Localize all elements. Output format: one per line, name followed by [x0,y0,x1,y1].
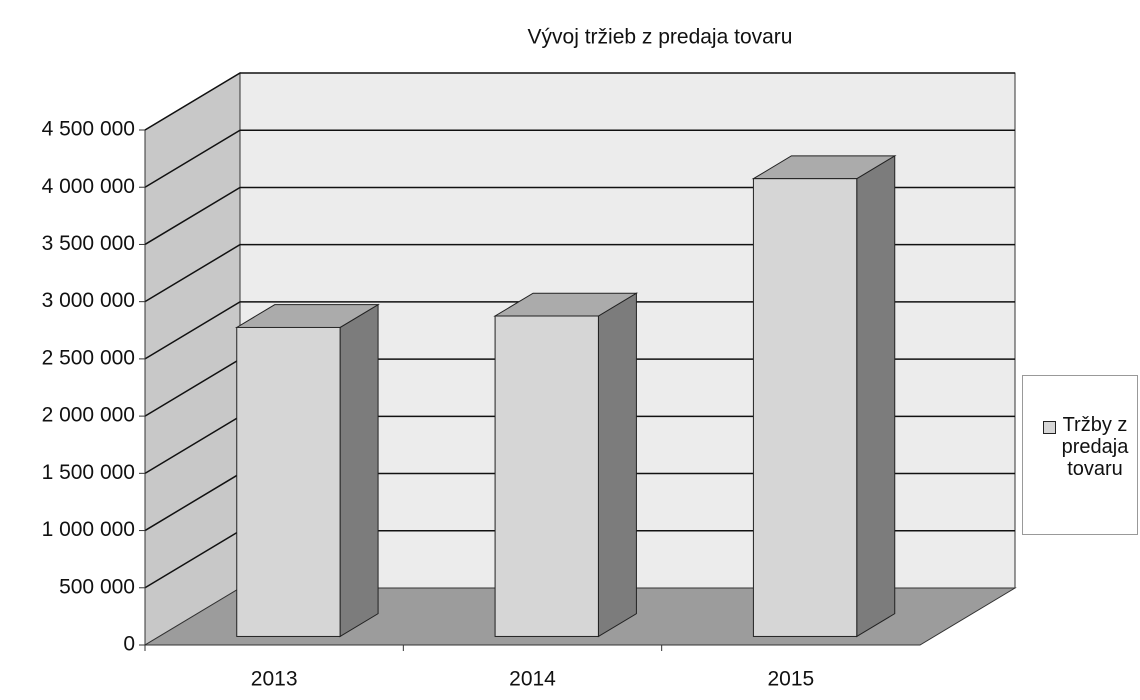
y-tick-label: 4 500 000 [42,118,135,141]
y-tick-label: 0 [123,633,135,656]
chart-title: Vývoj tržieb z predaja tovaru [528,26,793,49]
bar [752,178,858,637]
y-tick-label: 3 000 000 [42,289,135,312]
bar-side [597,292,637,638]
bar-side [856,154,896,638]
y-tick-label: 1 000 000 [42,518,135,541]
y-tick-label: 1 500 000 [42,461,135,484]
y-tick-label: 3 500 000 [42,232,135,255]
y-tick-label: 500 000 [59,575,135,598]
legend-swatch [1043,421,1056,434]
x-tick-label: 2014 [509,668,556,691]
legend: Tržby z predaja tovaru [1022,375,1138,535]
y-tick-label: 2 000 000 [42,404,135,427]
y-tick-label: 2 500 000 [42,346,135,369]
legend-label: Tržby z predaja tovaru [1061,414,1129,480]
bars [234,154,897,638]
grid-line [144,72,1015,131]
bar [236,326,341,637]
grid-line [144,129,1015,188]
x-tick-label: 2015 [767,668,814,691]
bar-side [339,303,379,638]
x-tick-label: 2013 [251,668,298,691]
y-tick-label: 4 000 000 [42,175,135,198]
bar [494,315,599,637]
